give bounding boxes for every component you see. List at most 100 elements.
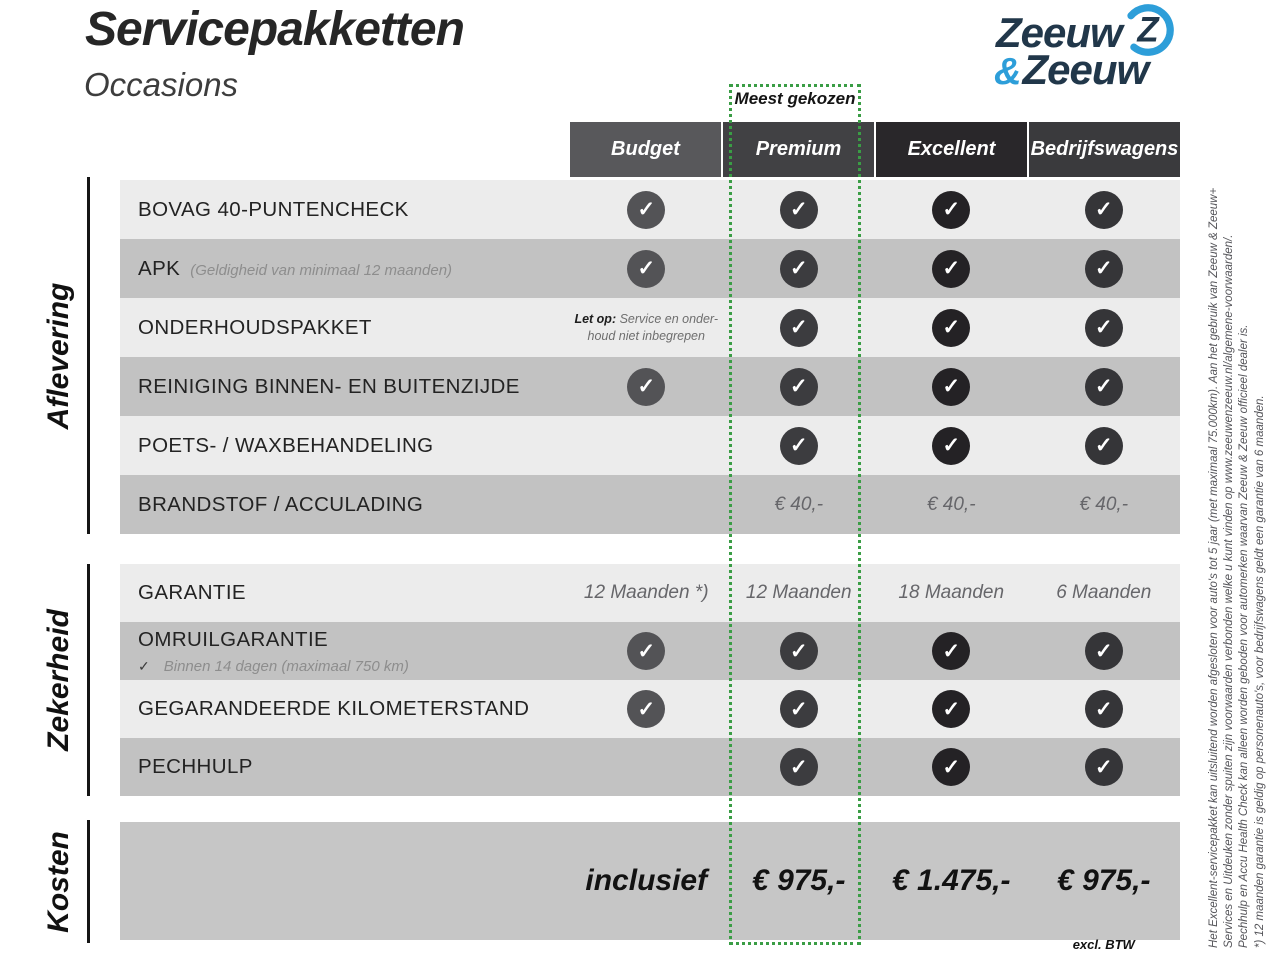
column-headers: Budget Premium Excellent Bedrijfswagens <box>570 122 1180 177</box>
cell-premium: ✓ <box>723 249 876 288</box>
section-zekerheid: GARANTIE 12 Maanden *) 12 Maanden 18 Maande… <box>120 564 1180 796</box>
cell-bedrijfswagens: ✓ <box>1028 190 1181 229</box>
cell-premium: ✓ <box>723 190 876 229</box>
cell-premium: ✓ <box>723 367 876 406</box>
logo-word-zeeuw-2: Zeeuw <box>1022 46 1149 93</box>
disclaimer-line: *) 12 maanden garantie is geldig op pers… <box>1253 395 1266 948</box>
cell-bedrijfswagens: € 975,- excl. BTW <box>1028 864 1181 952</box>
note-prefix: Let op: <box>574 312 620 327</box>
cell-excellent: ✓ <box>875 190 1028 229</box>
cell-budget: Let op: Service en onder-houd niet inbeg… <box>570 311 723 344</box>
row-label-text: ONDERHOUDSPAKKET <box>138 315 372 339</box>
check-icon: ✓ <box>1084 249 1123 288</box>
table-row: OMRUILGARANTIE ✓ Binnen 14 dagen (maximaal… <box>120 622 1180 680</box>
check-icon: ✓ <box>779 308 818 347</box>
cell-budget: ✓ <box>570 249 723 288</box>
section-line-zekerheid <box>87 564 90 796</box>
check-icon: ✓ <box>779 426 818 465</box>
table-row: ONDERHOUDSPAKKET Let op: Service en onder… <box>120 298 1180 357</box>
section-kosten: inclusief € 975,- € 1.475,- € 975,- excl. BT… <box>120 822 1181 952</box>
price-value: inclusief <box>585 864 708 897</box>
table-row: POETS- / WAXBEHANDELING ✓ ✓ ✓ <box>120 416 1180 475</box>
row-label-text: OMRUILGARANTIE <box>138 627 329 651</box>
cell-budget: 12 Maanden *) <box>570 582 723 604</box>
cell-excellent: ✓ <box>875 249 1028 288</box>
zeeuw-en-zeeuw-logo: Zeeuw Z & Zeeuw <box>994 4 1178 94</box>
table-row: inclusief € 975,- € 1.475,- € 975,- excl. BT… <box>120 822 1181 952</box>
row-label-text: BRANDSTOF / ACCULADING <box>138 492 424 516</box>
check-icon: ✓ <box>779 690 818 728</box>
cell-value: 18 Maanden <box>898 582 1005 603</box>
cell-value: € 40,- <box>774 493 824 515</box>
check-icon: ✓ <box>779 748 818 786</box>
page-subtitle: Occasions <box>84 66 239 103</box>
cell-premium: 12 Maanden <box>723 582 876 604</box>
logo-z-swoosh-icon: Z <box>1121 4 1174 56</box>
cell-bedrijfswagens: ✓ <box>1028 690 1181 728</box>
cell-note: Let op: Service en onder-houd niet inbeg… <box>574 312 719 343</box>
cell-value: 12 Maanden *) <box>583 582 709 603</box>
cell-bedrijfswagens: € 40,- <box>1028 494 1181 516</box>
check-icon: ✓ <box>1084 367 1123 406</box>
check-icon: ✓ <box>627 367 666 406</box>
section-label-aflevering: Aflevering <box>42 282 75 430</box>
cell-excellent: ✓ <box>875 690 1028 728</box>
row-label-text: GEGARANDEERDE KILOMETERSTAND <box>138 697 530 720</box>
small-check-icon: ✓ <box>138 657 150 674</box>
cell-bedrijfswagens: 6 Maanden <box>1028 582 1181 604</box>
cell-bedrijfswagens: ✓ <box>1028 426 1181 465</box>
cell-bedrijfswagens: ✓ <box>1028 308 1181 347</box>
row-sublabel: (Geldigheid van minimaal 12 maanden) <box>190 261 453 279</box>
cell-budget: ✓ <box>570 690 723 728</box>
price-subnote: excl. BTW <box>1072 937 1135 952</box>
check-icon: ✓ <box>627 249 666 288</box>
row-label-text: REINIGING BINNEN- EN BUITENZIJDE <box>138 374 520 398</box>
cell-excellent: € 1.475,- <box>875 864 1028 898</box>
check-icon: ✓ <box>932 367 971 406</box>
cell-bedrijfswagens: ✓ <box>1028 748 1181 786</box>
cell-excellent: ✓ <box>875 308 1028 347</box>
check-icon: ✓ <box>779 190 818 229</box>
cell-value: 12 Maanden <box>745 582 852 603</box>
logo-line1: Zeeuw Z <box>996 4 1178 58</box>
logo-line2: & Zeeuw <box>994 46 1178 94</box>
disclaimer-text: Het Excellent-servicepakket kan uitsluit… <box>1207 100 1268 948</box>
row-label: APK (Geldigheid van minimaal 12 maanden) <box>120 257 570 281</box>
cell-bedrijfswagens: ✓ <box>1028 249 1181 288</box>
table-row: APK (Geldigheid van minimaal 12 maanden) ✓… <box>120 239 1180 298</box>
price-value: € 1.475,- <box>892 864 1011 897</box>
row-label: BRANDSTOF / ACCULADING <box>120 493 570 517</box>
check-icon: ✓ <box>779 249 818 288</box>
row-label-text: PECHHULP <box>138 755 253 778</box>
table-row: REINIGING BINNEN- EN BUITENZIJDE ✓ ✓ ✓ ✓ <box>120 357 1180 416</box>
most-chosen-badge: Meest gekozen <box>734 89 856 108</box>
check-icon: ✓ <box>932 632 971 670</box>
section-label-kosten: Kosten <box>42 831 75 933</box>
row-label: PECHHULP <box>120 755 570 779</box>
cell-excellent: ✓ <box>875 426 1028 465</box>
check-icon: ✓ <box>932 308 971 347</box>
cell-excellent: € 40,- <box>875 494 1028 516</box>
cell-premium: ✓ <box>723 632 876 670</box>
check-icon: ✓ <box>1084 190 1123 229</box>
disclaimer-line: Het Excellent-servicepakket kan uitsluit… <box>1208 187 1220 948</box>
cell-bedrijfswagens: ✓ <box>1028 632 1181 670</box>
check-icon: ✓ <box>1084 308 1123 347</box>
cell-premium: ✓ <box>723 308 876 347</box>
check-icon: ✓ <box>1084 748 1123 786</box>
check-icon: ✓ <box>779 367 818 406</box>
row-label: POETS- / WAXBEHANDELING <box>120 434 570 458</box>
row-label-text: BOVAG 40-PUNTENCHECK <box>138 197 409 221</box>
svg-text:Z: Z <box>1136 12 1160 50</box>
check-icon: ✓ <box>932 190 971 229</box>
column-header-bedrijfswagens: Bedrijfswagens <box>1029 122 1180 177</box>
cell-budget: ✓ <box>570 367 723 406</box>
table-row: GARANTIE 12 Maanden *) 12 Maanden 18 Maande… <box>120 564 1180 622</box>
price-value: € 975,- <box>752 864 846 897</box>
row-label: REINIGING BINNEN- EN BUITENZIJDE <box>120 375 570 399</box>
row-label-text: POETS- / WAXBEHANDELING <box>138 433 434 457</box>
check-icon: ✓ <box>779 632 818 670</box>
check-icon: ✓ <box>932 748 971 786</box>
cell-budget: ✓ <box>570 190 723 229</box>
